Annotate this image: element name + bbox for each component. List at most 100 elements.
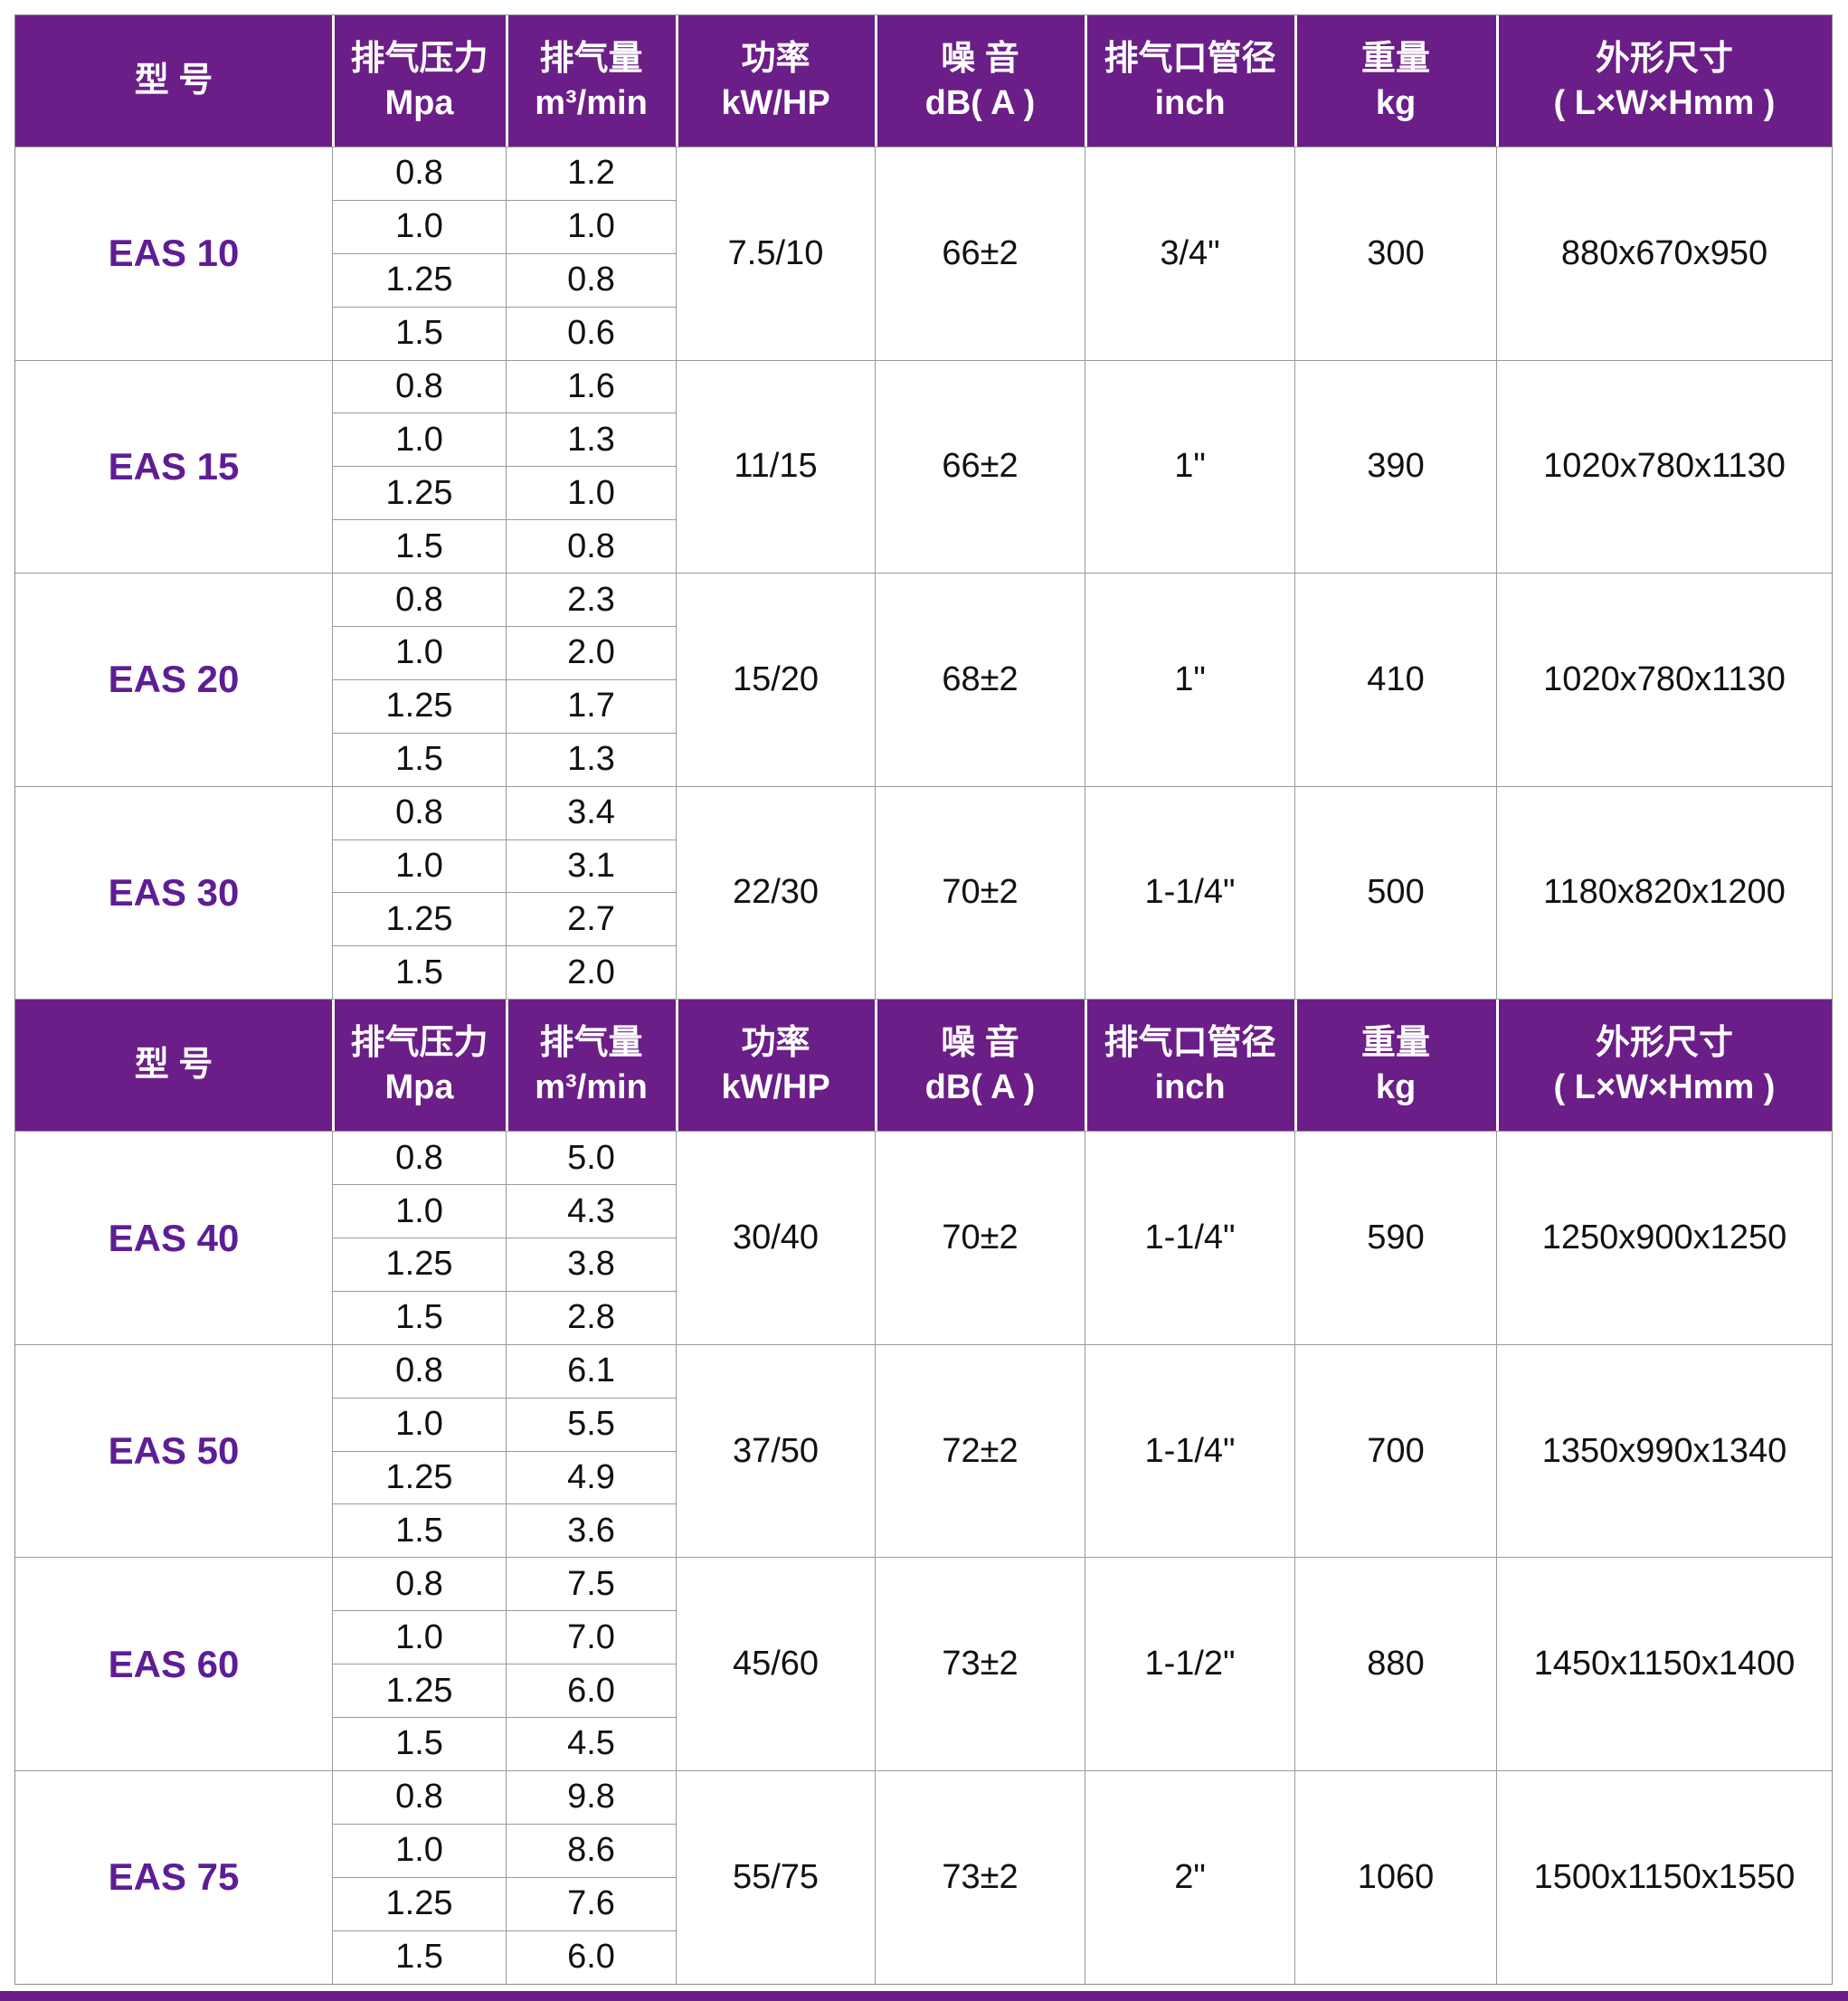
flow-cell: 1.0 bbox=[507, 467, 676, 520]
header-cell-flow: 排气量 m³/min bbox=[507, 1000, 676, 1132]
flow-cell: 0.8 bbox=[507, 520, 676, 574]
header-flow-line1: 排气量 bbox=[539, 1024, 643, 1063]
pressure-cell: 0.8 bbox=[333, 147, 506, 200]
header-noise-line2: dB( A ) bbox=[924, 83, 1036, 122]
header-noise-line1: 噪 音 bbox=[941, 39, 1019, 78]
power-cell: 11/15 bbox=[677, 360, 875, 574]
header-pressure-line2: Mpa bbox=[384, 1067, 454, 1106]
noise-cell: 73±2 bbox=[876, 1558, 1085, 1770]
flow-cell: 3.4 bbox=[507, 786, 676, 839]
pressure-cell: 1.0 bbox=[333, 1611, 506, 1664]
header-dims-line1: 外形尺寸 bbox=[1595, 39, 1733, 78]
header-pressure-line1: 排气压力 bbox=[350, 39, 488, 78]
flow-cell: 5.0 bbox=[507, 1132, 676, 1185]
pipe-cell: 3/4" bbox=[1085, 147, 1294, 360]
pressure-cell: 1.0 bbox=[333, 413, 506, 467]
header-dims-line2: ( L×W×Hmm ) bbox=[1553, 83, 1776, 122]
flow-cell: 6.0 bbox=[507, 1664, 676, 1718]
flow-cell: 2.7 bbox=[507, 893, 676, 946]
flow-cell: 1.2 bbox=[507, 147, 676, 200]
flow-cell: 3.8 bbox=[507, 1238, 676, 1291]
weight-cell: 880 bbox=[1295, 1558, 1496, 1770]
header-weight-line2: kg bbox=[1375, 83, 1417, 122]
header-weight-line1: 重量 bbox=[1360, 1024, 1430, 1063]
pressure-cell: 0.8 bbox=[333, 1132, 506, 1185]
header-dims-line1: 外形尺寸 bbox=[1595, 1024, 1733, 1063]
flow-cell: 5.5 bbox=[507, 1398, 676, 1451]
power-cell: 37/50 bbox=[677, 1344, 875, 1558]
pressure-cell: 1.25 bbox=[333, 679, 506, 733]
header-model-line1: 型 号 bbox=[134, 1046, 213, 1085]
pressure-cell: 0.8 bbox=[333, 1558, 506, 1611]
pressure-cell: 1.5 bbox=[333, 1718, 506, 1770]
model-cell: EAS 10 bbox=[15, 147, 332, 360]
pressure-cell: 1.25 bbox=[333, 467, 506, 520]
pipe-cell: 1-1/4" bbox=[1085, 1344, 1294, 1558]
weight-cell: 390 bbox=[1295, 360, 1496, 574]
header-power-line2: kW/HP bbox=[721, 1067, 830, 1106]
weight-cell: 300 bbox=[1295, 147, 1496, 360]
flow-cell: 1.3 bbox=[507, 413, 676, 467]
pressure-cell: 1.25 bbox=[333, 253, 506, 307]
flow-cell: 4.5 bbox=[507, 1718, 676, 1770]
flow-cell: 0.6 bbox=[507, 307, 676, 360]
pipe-cell: 1" bbox=[1085, 574, 1294, 786]
pressure-cell: 0.8 bbox=[333, 360, 506, 413]
model-cell: EAS 15 bbox=[15, 360, 332, 574]
power-cell: 7.5/10 bbox=[677, 147, 875, 360]
flow-cell: 2.8 bbox=[507, 1291, 676, 1344]
pressure-cell: 1.5 bbox=[333, 307, 506, 360]
weight-cell: 500 bbox=[1295, 786, 1496, 1000]
header-cell-pipe: 排气口管径 inch bbox=[1085, 1000, 1294, 1132]
header-pressure-line2: Mpa bbox=[384, 83, 454, 122]
header-flow-line1: 排气量 bbox=[539, 39, 643, 78]
model-cell: EAS 60 bbox=[15, 1558, 332, 1770]
pipe-cell: 1" bbox=[1085, 360, 1294, 574]
pressure-cell: 1.5 bbox=[333, 1291, 506, 1344]
flow-cell: 3.6 bbox=[507, 1504, 676, 1558]
flow-cell: 3.1 bbox=[507, 839, 676, 893]
header-cell-power: 功率 kW/HP bbox=[677, 15, 875, 147]
power-cell: 15/20 bbox=[677, 574, 875, 786]
header-pipe-line2: inch bbox=[1154, 1067, 1226, 1106]
header-cell-pressure: 排气压力 Mpa bbox=[333, 15, 506, 147]
header-flow-line2: m³/min bbox=[535, 1067, 648, 1106]
pipe-cell: 2" bbox=[1085, 1770, 1294, 1984]
pressure-cell: 1.5 bbox=[333, 946, 506, 1000]
header-flow-line2: m³/min bbox=[535, 83, 648, 122]
pressure-cell: 1.0 bbox=[333, 200, 506, 253]
pressure-cell: 1.0 bbox=[333, 627, 506, 679]
noise-cell: 66±2 bbox=[876, 360, 1085, 574]
flow-cell: 1.0 bbox=[507, 200, 676, 253]
header-cell-flow: 排气量 m³/min bbox=[507, 15, 676, 147]
header-cell-power: 功率 kW/HP bbox=[677, 1000, 875, 1132]
power-cell: 22/30 bbox=[677, 786, 875, 1000]
noise-cell: 68±2 bbox=[876, 574, 1085, 786]
header-pipe-line2: inch bbox=[1154, 83, 1226, 122]
flow-cell: 6.1 bbox=[507, 1344, 676, 1398]
pressure-cell: 1.5 bbox=[333, 520, 506, 574]
noise-cell: 70±2 bbox=[876, 786, 1085, 1000]
pressure-cell: 1.5 bbox=[333, 733, 506, 786]
pipe-cell: 1-1/4" bbox=[1085, 1132, 1294, 1344]
spec-table: 型 号排气压力 Mpa 排气量 m³/min 功率 kW/HP 噪 音 dB( A ) 排气口管… bbox=[14, 14, 1833, 1985]
pressure-cell: 1.0 bbox=[333, 1824, 506, 1877]
header-power-line1: 功率 bbox=[741, 1024, 810, 1063]
dims-cell: 1450x1150x1400 bbox=[1497, 1558, 1832, 1770]
header-cell-model: 型 号 bbox=[15, 15, 332, 147]
flow-cell: 9.8 bbox=[507, 1770, 676, 1824]
pipe-cell: 1-1/2" bbox=[1085, 1558, 1294, 1770]
power-cell: 55/75 bbox=[677, 1770, 875, 1984]
header-cell-noise: 噪 音 dB( A ) bbox=[876, 1000, 1085, 1132]
pressure-cell: 1.5 bbox=[333, 1930, 506, 1984]
header-noise-line1: 噪 音 bbox=[941, 1024, 1019, 1063]
pipe-cell: 1-1/4" bbox=[1085, 786, 1294, 1000]
model-cell: EAS 40 bbox=[15, 1132, 332, 1344]
header-cell-pipe: 排气口管径 inch bbox=[1085, 15, 1294, 147]
flow-cell: 4.3 bbox=[507, 1185, 676, 1238]
flow-cell: 1.7 bbox=[507, 679, 676, 733]
power-cell: 45/60 bbox=[677, 1558, 875, 1770]
noise-cell: 70±2 bbox=[876, 1132, 1085, 1344]
noise-cell: 72±2 bbox=[876, 1344, 1085, 1558]
pressure-cell: 0.8 bbox=[333, 1344, 506, 1398]
